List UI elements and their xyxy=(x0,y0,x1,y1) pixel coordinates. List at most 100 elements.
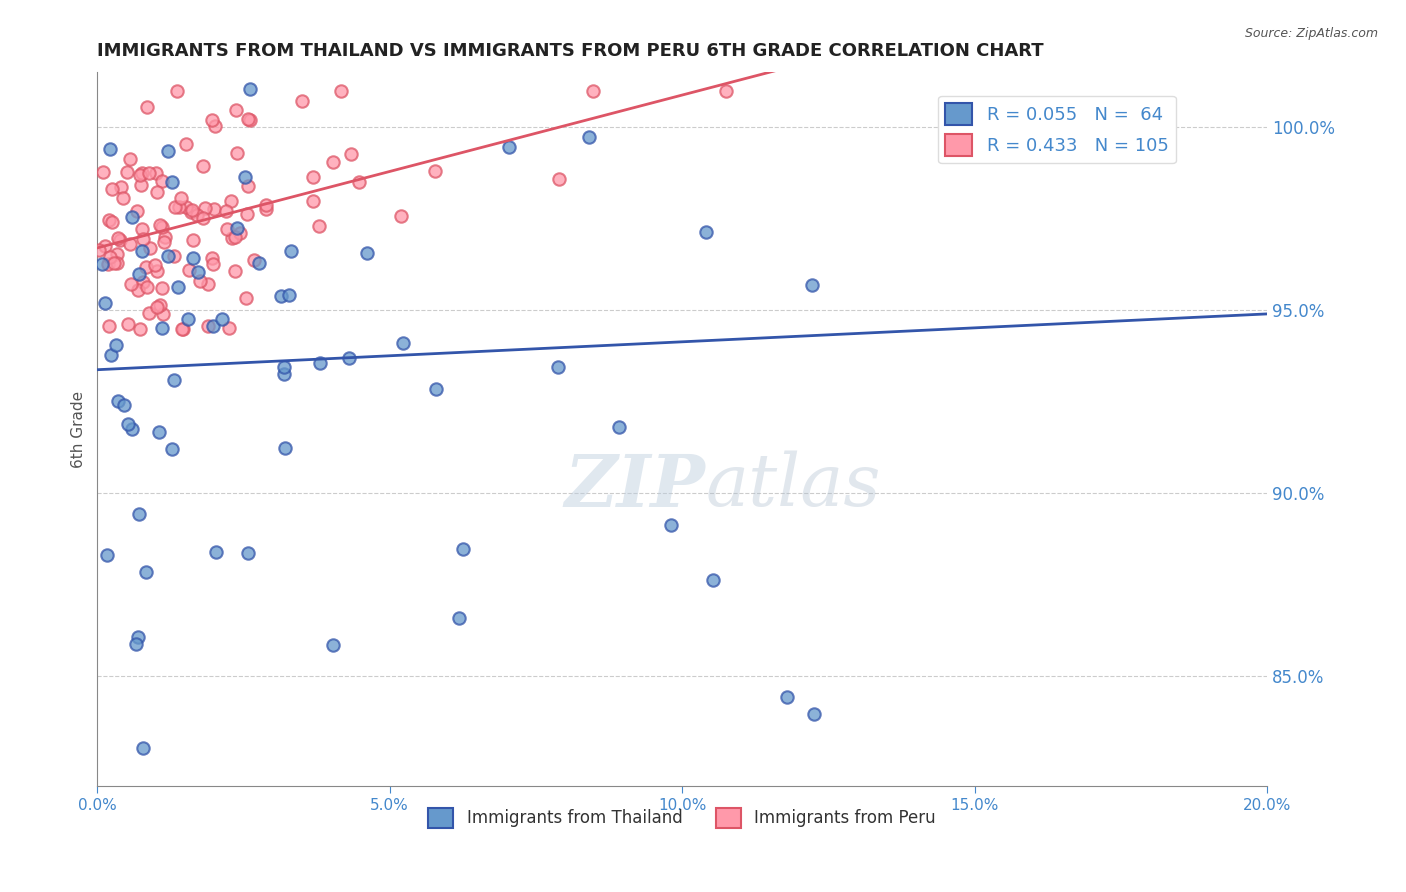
Point xyxy=(337,351,360,366)
Point xyxy=(180,203,202,218)
Point xyxy=(135,260,157,274)
Point xyxy=(215,203,238,218)
Point xyxy=(117,165,139,179)
Point xyxy=(108,233,131,247)
Point xyxy=(97,213,120,227)
Point xyxy=(308,355,330,369)
Point xyxy=(233,170,256,185)
Point xyxy=(156,144,179,158)
Point xyxy=(100,347,122,361)
Point xyxy=(236,207,259,221)
Point xyxy=(135,280,157,294)
Point xyxy=(103,256,125,270)
Point xyxy=(145,166,167,180)
Point xyxy=(270,289,292,303)
Point xyxy=(702,573,724,587)
Point xyxy=(120,277,142,291)
Point xyxy=(148,425,170,439)
Point xyxy=(330,84,353,98)
Point xyxy=(107,230,129,244)
Point xyxy=(176,312,198,326)
Point xyxy=(105,247,128,261)
Point xyxy=(118,237,141,252)
Point xyxy=(150,321,173,335)
Point xyxy=(247,256,270,270)
Point xyxy=(167,279,190,293)
Point xyxy=(172,321,194,335)
Point xyxy=(803,706,825,721)
Point xyxy=(105,256,128,270)
Point xyxy=(254,202,277,216)
Point xyxy=(236,178,259,193)
Point xyxy=(277,288,299,302)
Point xyxy=(273,359,295,374)
Point xyxy=(131,244,153,258)
Point xyxy=(239,113,262,128)
Point xyxy=(201,252,224,266)
Point xyxy=(170,321,193,335)
Point xyxy=(498,140,520,154)
Point xyxy=(339,147,361,161)
Point xyxy=(128,168,150,182)
Point xyxy=(356,246,378,260)
Point xyxy=(180,54,202,69)
Point xyxy=(90,257,112,271)
Point xyxy=(801,278,824,293)
Point xyxy=(291,94,314,108)
Point xyxy=(423,164,446,178)
Point xyxy=(150,281,173,295)
Point xyxy=(389,209,412,223)
Point xyxy=(96,2,118,16)
Point xyxy=(197,277,219,292)
Point xyxy=(153,230,176,244)
Point xyxy=(229,226,252,240)
Point xyxy=(127,630,149,644)
Point xyxy=(135,565,157,579)
Point xyxy=(401,40,423,54)
Point xyxy=(117,317,139,331)
Point xyxy=(280,244,302,258)
Point xyxy=(131,222,153,236)
Point xyxy=(239,82,262,96)
Point xyxy=(451,541,474,556)
Point xyxy=(391,336,413,351)
Point xyxy=(224,229,246,244)
Point xyxy=(273,367,295,381)
Point xyxy=(308,219,330,234)
Point xyxy=(225,103,247,117)
Point xyxy=(211,312,233,326)
Point xyxy=(179,263,201,277)
Point xyxy=(714,84,737,98)
Point xyxy=(150,219,173,234)
Point xyxy=(274,442,297,456)
Y-axis label: 6th Grade: 6th Grade xyxy=(72,391,86,467)
Point xyxy=(152,307,174,321)
Point xyxy=(93,295,115,310)
Point xyxy=(157,249,180,263)
Point xyxy=(183,251,205,265)
Point xyxy=(93,239,115,253)
Point xyxy=(201,112,224,127)
Point xyxy=(194,202,217,216)
Point xyxy=(131,166,153,180)
Point xyxy=(661,518,683,533)
Point xyxy=(128,507,150,521)
Point xyxy=(181,233,204,247)
Point xyxy=(235,291,257,305)
Point xyxy=(547,359,569,374)
Point xyxy=(132,232,155,246)
Point xyxy=(121,422,143,436)
Point xyxy=(132,740,155,755)
Point xyxy=(89,243,111,257)
Point xyxy=(132,275,155,289)
Point xyxy=(236,546,259,560)
Point xyxy=(202,202,225,217)
Point xyxy=(96,548,118,562)
Point xyxy=(121,210,143,224)
Text: IMMIGRANTS FROM THAILAND VS IMMIGRANTS FROM PERU 6TH GRADE CORRELATION CHART: IMMIGRANTS FROM THAILAND VS IMMIGRANTS F… xyxy=(97,42,1045,60)
Point xyxy=(160,442,183,456)
Point xyxy=(191,159,214,173)
Text: ZIP: ZIP xyxy=(565,450,706,522)
Point xyxy=(219,194,242,208)
Point xyxy=(221,231,243,245)
